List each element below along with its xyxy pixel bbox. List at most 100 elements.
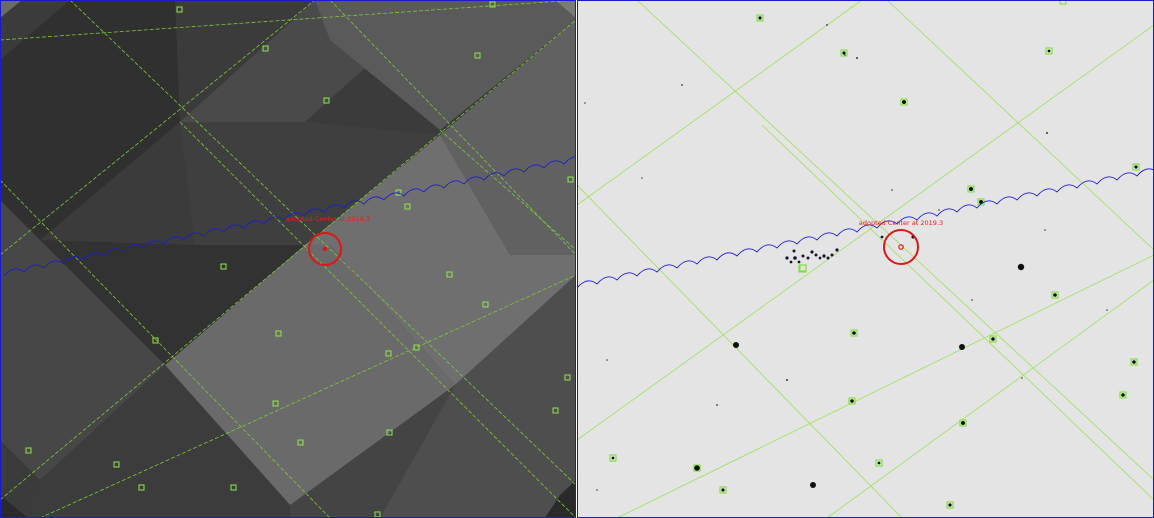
center-label: adopted Center at 2019.3 xyxy=(286,215,370,223)
star xyxy=(1044,229,1046,231)
center-label: adopted Center at 2019.3 xyxy=(859,219,943,227)
catalog-marker xyxy=(138,484,145,491)
grid-line xyxy=(761,124,1154,501)
star xyxy=(814,253,818,257)
catalog-marker xyxy=(756,14,764,22)
tile xyxy=(315,0,576,130)
catalog-marker xyxy=(719,486,727,494)
star xyxy=(1121,393,1125,397)
catalog-marker xyxy=(220,263,227,270)
catalog-marker xyxy=(413,344,420,351)
grid-line xyxy=(69,0,576,486)
catalog-marker xyxy=(482,301,489,308)
catalog-marker xyxy=(25,447,32,454)
star xyxy=(716,404,718,406)
star xyxy=(1134,165,1138,169)
catalog-marker xyxy=(262,45,269,52)
tile xyxy=(20,365,290,518)
catalog-marker xyxy=(386,429,393,436)
catalog-marker xyxy=(489,1,496,8)
tile xyxy=(40,240,305,365)
grid-line xyxy=(577,0,863,206)
star xyxy=(1053,293,1057,297)
center-circle xyxy=(883,229,919,265)
catalog-marker xyxy=(875,459,883,467)
grid-line xyxy=(577,184,903,518)
catalog-marker xyxy=(848,397,856,405)
star xyxy=(856,57,858,59)
star xyxy=(880,235,884,239)
star xyxy=(835,248,839,252)
tile xyxy=(545,480,576,518)
catalog-marker xyxy=(609,454,617,462)
catalog-marker xyxy=(967,185,975,193)
catalog-marker xyxy=(1132,163,1140,171)
left-image-panel: adopted Center at 2019.3 xyxy=(0,0,576,518)
catalog-marker xyxy=(1045,47,1053,55)
catalog-marker xyxy=(1130,358,1138,366)
star xyxy=(844,54,846,56)
star xyxy=(959,344,965,350)
adopted-center-marker: adopted Center at 2019.3 xyxy=(286,215,370,266)
catalog-marker xyxy=(552,407,559,414)
motion-track xyxy=(3,156,576,277)
star xyxy=(891,189,893,191)
grid-line xyxy=(0,0,316,256)
star xyxy=(792,249,796,253)
star xyxy=(721,488,725,492)
tile xyxy=(165,245,455,505)
star xyxy=(758,16,762,20)
tile xyxy=(380,275,576,518)
star xyxy=(786,379,788,381)
star xyxy=(810,482,816,488)
star xyxy=(596,489,598,491)
catalog-marker xyxy=(275,330,282,337)
catalog-marker xyxy=(693,464,701,472)
catalog-marker xyxy=(230,484,237,491)
grid-line xyxy=(179,121,576,518)
star xyxy=(611,456,615,460)
catalog-marker xyxy=(323,97,330,104)
grid-line xyxy=(39,274,576,518)
star xyxy=(641,177,643,179)
grid-line xyxy=(439,129,576,251)
catalog-marker xyxy=(1059,0,1067,5)
catalog-marker xyxy=(850,329,858,337)
star xyxy=(852,331,856,335)
star xyxy=(818,256,822,260)
catalog-marker xyxy=(152,337,159,344)
right-catalog-markers xyxy=(609,0,1140,509)
star xyxy=(971,299,973,301)
star xyxy=(938,209,940,211)
left-survey-tiles-plot: adopted Center at 2019.3 xyxy=(0,0,576,518)
catalog-marker xyxy=(297,439,304,446)
grid-line xyxy=(826,279,1154,518)
grid-line xyxy=(886,0,1154,251)
catalog-marker xyxy=(1119,391,1127,399)
grid-line xyxy=(577,24,1154,441)
star xyxy=(681,84,683,86)
tile xyxy=(0,495,28,518)
grid-line xyxy=(616,254,1154,518)
star xyxy=(1021,377,1023,379)
star xyxy=(822,254,826,258)
adopted-center-marker: adopted Center at 2019.3 xyxy=(859,219,943,265)
right-image-panel: adopted Center at 2019.3 xyxy=(577,0,1154,518)
star xyxy=(961,421,965,425)
catalog-marker xyxy=(959,419,967,427)
grid-line xyxy=(0,179,331,518)
center-dot xyxy=(322,246,328,252)
star xyxy=(789,260,793,264)
faint-stars xyxy=(584,24,1108,491)
bright-stars xyxy=(611,16,1138,507)
left-catalog-markers xyxy=(25,1,574,518)
star xyxy=(810,250,814,254)
catalog-marker xyxy=(474,52,481,59)
catalog-marker xyxy=(446,271,453,278)
star xyxy=(830,253,834,257)
star xyxy=(694,465,700,471)
star xyxy=(806,256,810,260)
grid-line xyxy=(329,0,576,256)
catalog-marker xyxy=(385,350,392,357)
catalog-marker xyxy=(798,264,807,273)
